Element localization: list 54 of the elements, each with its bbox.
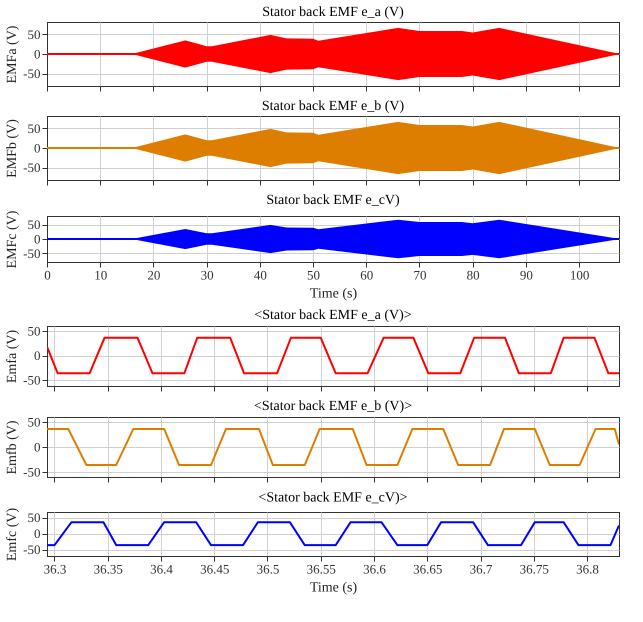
x-tick-label: 90 — [520, 268, 533, 282]
y-tick-label: 50 — [28, 120, 40, 136]
x-tick-label: 0 — [44, 268, 51, 282]
x-tick-label: 50 — [307, 268, 320, 282]
x-axis-title: Time (s) — [310, 580, 358, 596]
y-tick-label: -50 — [23, 372, 40, 388]
x-tick-label: 10 — [94, 268, 108, 282]
y-tick-label: -50 — [23, 160, 40, 176]
y-axis-title: EMFb (V) — [5, 118, 20, 178]
x-tick-label: 36.65 — [413, 562, 442, 576]
chart-title: <Stator back EMF e_b (V)> — [254, 399, 412, 414]
y-axis-title: Emfb (V) — [5, 420, 20, 475]
x-tick-label: 20 — [147, 268, 160, 282]
y-axis-title: Emfa (V) — [5, 330, 20, 384]
x-tick-label: 40 — [254, 268, 267, 282]
y-tick-label: 50 — [28, 323, 40, 338]
y-tick-label: 0 — [34, 440, 40, 454]
chart-title: <Stator back EMF e_cV)> — [258, 490, 408, 506]
x-tick-label: 100 — [570, 268, 590, 282]
x-tick-label: 60 — [360, 268, 374, 282]
x-tick-label: 36.7 — [470, 562, 493, 576]
y-axis-title: EMFa (V) — [5, 25, 20, 84]
y-tick-label: 0 — [34, 46, 40, 62]
x-tick-label: 36.6 — [363, 562, 386, 576]
chart-title: Stator back EMF e_a (V) — [262, 5, 404, 20]
y-tick-label: 50 — [28, 414, 40, 430]
x-tick-label: 36.75 — [520, 562, 549, 576]
chart-title: <Stator back EMF e_a (V)> — [254, 308, 412, 323]
x-tick-label: 36.5 — [256, 562, 280, 576]
x-tick-label: 36.45 — [200, 562, 230, 576]
y-tick-label: -50 — [23, 542, 40, 558]
y-tick-label: 50 — [28, 26, 40, 42]
x-tick-label: 36.8 — [576, 562, 599, 576]
y-axis-title: Emfc (V) — [5, 508, 20, 562]
x-axis-title: Time (s) — [310, 286, 358, 302]
x-tick-label: 30 — [200, 268, 214, 282]
x-tick-label: 36.4 — [150, 562, 174, 576]
y-axis-title: EMFc (V) — [5, 210, 20, 268]
y-tick-label: 50 — [28, 510, 40, 526]
x-tick-label: 36.55 — [306, 562, 336, 576]
chart-title: Stator back EMF e_cV) — [266, 193, 400, 208]
y-tick-label: -50 — [23, 66, 40, 82]
x-tick-label: 36.35 — [94, 562, 123, 576]
x-tick-label: 36.3 — [44, 562, 66, 576]
y-tick-label: 0 — [34, 348, 40, 364]
y-tick-label: -50 — [23, 246, 40, 261]
x-tick-label: 80 — [466, 268, 480, 282]
chart-title: Stator back EMF e_b (V) — [262, 99, 404, 114]
y-tick-label: 0 — [34, 232, 40, 246]
y-tick-label: 0 — [34, 140, 40, 156]
y-tick-label: 0 — [34, 526, 40, 542]
y-tick-label: -50 — [23, 464, 40, 480]
y-tick-label: 50 — [28, 217, 40, 232]
x-tick-label: 70 — [413, 268, 426, 282]
